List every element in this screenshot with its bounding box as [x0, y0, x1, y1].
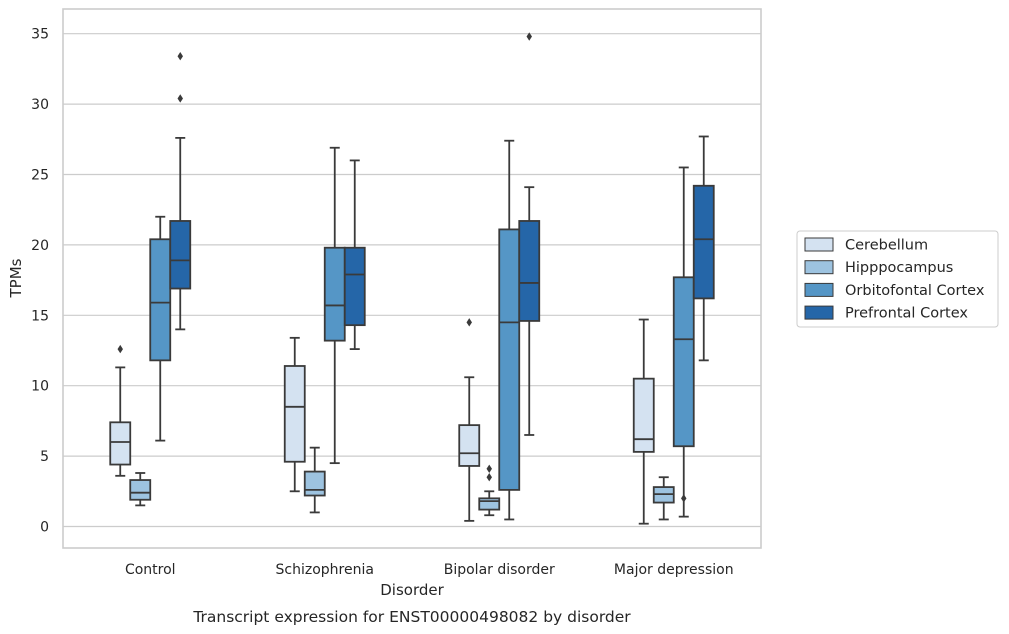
y-tick-label: 30 — [31, 97, 49, 113]
box-cerebellum — [458, 318, 481, 522]
iqr-box — [692, 184, 715, 300]
iqr-box — [283, 365, 306, 463]
box-hipppocampus — [478, 464, 501, 517]
box-cerebellum — [283, 336, 306, 493]
legend-items: Cerebellum Hipppocampus Orbitofontal Corte… — [804, 237, 985, 322]
box-prefrontal-cortex — [692, 135, 715, 362]
legend-swatch — [804, 282, 834, 297]
y-tick-label: 15 — [31, 308, 49, 324]
y-axis-label: TPMs — [7, 258, 25, 298]
x-tick-label: Major depression — [614, 562, 734, 578]
y-tick-label: 25 — [31, 168, 49, 184]
iqr-box — [518, 220, 541, 322]
legend-swatch — [804, 305, 834, 320]
outlier-point — [681, 494, 687, 503]
box-cerebellum — [632, 318, 655, 525]
outlier-point — [486, 473, 492, 482]
legend-label: Orbitofontal Cortex — [845, 283, 985, 299]
outlier-point — [486, 464, 492, 473]
x-tick-labels: Control Schizophrenia Bipolar disorder Majo… — [125, 562, 734, 578]
legend: Cerebellum Hipppocampus Orbitofontal Corte… — [796, 230, 999, 328]
y-tick-label: 20 — [31, 238, 49, 254]
legend-swatch — [804, 237, 834, 252]
iqr-box — [498, 228, 521, 491]
iqr-box — [323, 246, 346, 342]
plot-frame — [62, 8, 762, 549]
x-tick-label: Schizophrenia — [276, 562, 374, 578]
outlier-point — [117, 344, 123, 354]
iqr-box — [478, 497, 501, 511]
box-prefrontal-cortex — [518, 32, 541, 436]
x-tick-label: Bipolar disorder — [444, 562, 555, 578]
box-prefrontal-cortex — [343, 159, 366, 350]
iqr-box — [458, 424, 481, 467]
legend-frame — [796, 230, 999, 328]
outlier-point — [177, 52, 183, 61]
legend-swatch — [804, 260, 834, 275]
iqr-box — [129, 479, 152, 501]
y-tick-label: 10 — [31, 379, 49, 395]
y-tick-label: 0 — [40, 520, 49, 536]
outlier-point — [466, 318, 472, 327]
legend-label: Hipppocampus — [845, 260, 953, 276]
box-orbitofontal-cortex — [149, 215, 172, 442]
box-prefrontal-cortex — [169, 52, 192, 331]
iqr-box — [169, 220, 192, 290]
box-layer — [109, 32, 715, 525]
iqr-box — [303, 470, 326, 497]
x-axis-label: Disorder — [380, 581, 444, 599]
box-hipppocampus — [652, 476, 675, 521]
y-tick-label: 35 — [31, 27, 49, 43]
y-tick-labels: 0 5 10 15 20 25 30 35 — [31, 27, 49, 536]
iqr-box — [109, 421, 132, 466]
iqr-box — [672, 276, 695, 448]
y-tick-label: 5 — [40, 449, 49, 465]
iqr-box — [343, 246, 366, 327]
box-cerebellum — [109, 344, 132, 477]
legend-label: Prefrontal Cortex — [845, 306, 968, 322]
iqr-box — [149, 238, 172, 362]
chart-caption: Transcript expression for ENST0000049808… — [192, 608, 631, 626]
outlier-point — [526, 32, 532, 41]
box-orbitofontal-cortex — [498, 139, 521, 521]
box-hipppocampus — [303, 446, 326, 514]
x-tick-label: Control — [125, 562, 176, 578]
y-gridlines — [63, 33, 761, 528]
legend-label: Cerebellum — [845, 238, 928, 254]
box-orbitofontal-cortex — [672, 166, 695, 518]
iqr-box — [632, 377, 655, 453]
box-orbitofontal-cortex — [323, 146, 346, 465]
outlier-point — [177, 94, 183, 103]
box-hipppocampus — [129, 472, 152, 507]
